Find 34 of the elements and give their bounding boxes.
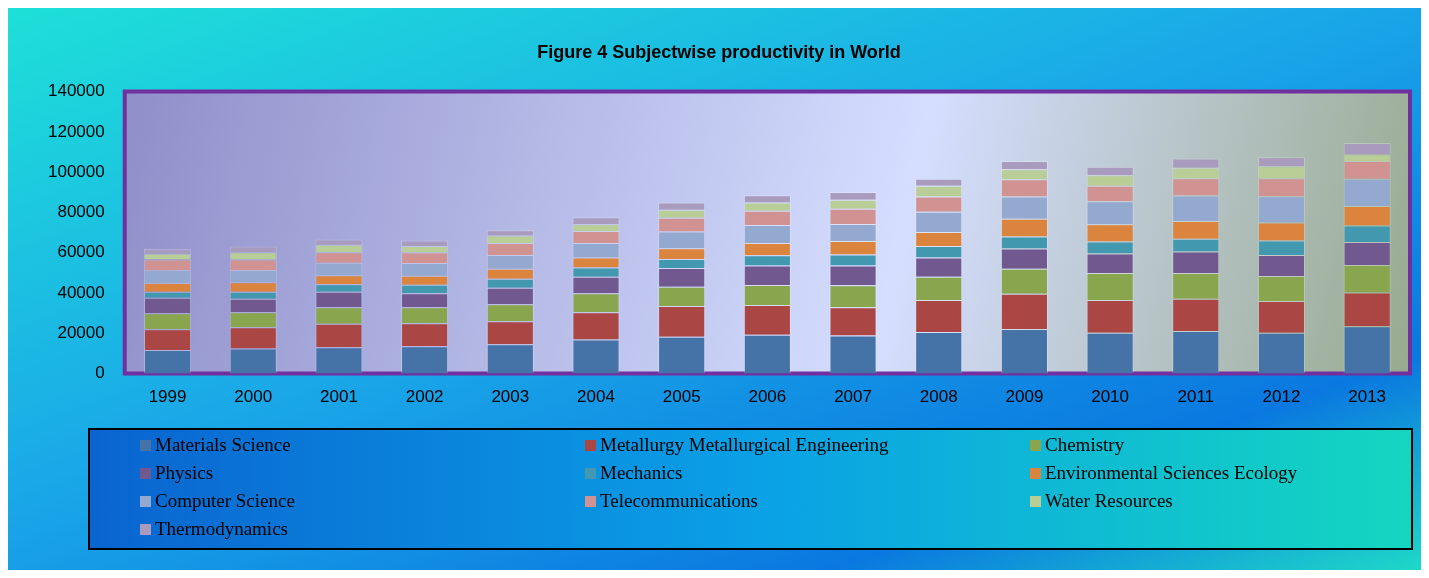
x-tick-label: 2004 [577,387,615,407]
x-tick-label: 2010 [1091,387,1130,407]
y-tick-label: 100000 [47,161,105,181]
y-tick-label: 40000 [57,282,105,302]
y-tick-label: 80000 [57,202,105,222]
x-tick-label: 2008 [919,387,958,407]
x-tick-label: 2007 [834,387,872,407]
chart-title: Figure 4 Subjectwise productivity in World [537,41,901,62]
x-tick-label: 2002 [405,387,444,407]
x-tick-label: 2011 [1177,387,1215,407]
legend-label: Materials Science [155,434,291,456]
x-tick-label: 2006 [748,387,787,407]
legend-label: Water Resources [1045,490,1173,512]
x-tick-label: 2005 [662,387,701,407]
y-tick-label: 140000 [47,81,105,101]
legend-label: Computer Science [155,490,295,512]
legend-label: Mechanics [600,462,683,484]
x-tick-label: 2003 [491,387,530,407]
y-tick-label: 0 [95,363,105,383]
x-tick-label: 2009 [1005,387,1044,407]
y-tick-label: 60000 [57,242,105,262]
legend-label: Environmental Sciences Ecology [1045,462,1298,484]
x-tick-label: 2013 [1348,387,1387,407]
x-tick-label: 1999 [148,387,187,407]
legend-label: Physics [155,462,214,484]
legend-label: Metallurgy Metallurgical Engineering [600,434,889,456]
x-tick-label: 2012 [1262,387,1301,407]
x-tick-label: 2000 [234,387,273,407]
y-tick-label: 120000 [47,121,105,141]
legend-label: Thermodynamics [155,518,288,540]
x-tick-label: 2001 [320,387,358,407]
y-tick-label: 20000 [57,323,105,342]
legend-label: Telecommunications [600,490,759,512]
legend-label: Chemistry [1045,434,1125,456]
